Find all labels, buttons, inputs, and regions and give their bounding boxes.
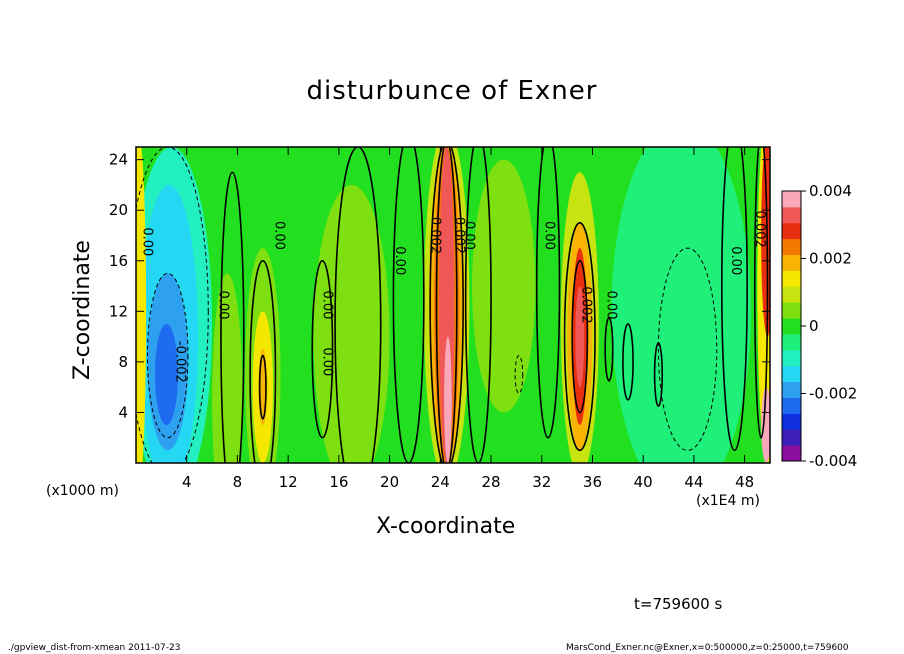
time-label: t=759600 s bbox=[634, 595, 723, 613]
value-region bbox=[472, 159, 536, 413]
colorbar-segment bbox=[782, 429, 801, 446]
x-tick-label: 24 bbox=[431, 473, 450, 491]
contour-line bbox=[535, 147, 561, 439]
y-tick-label: 24 bbox=[109, 151, 128, 169]
colorbar-tick-label: 0.002 bbox=[809, 250, 852, 268]
x-tick-label: 48 bbox=[735, 473, 754, 491]
contour-label: 0.002 bbox=[752, 211, 767, 248]
negative-contour-line bbox=[657, 247, 718, 451]
colorbar-tick-label: 0.004 bbox=[809, 182, 852, 200]
contour-line bbox=[753, 147, 769, 439]
value-region bbox=[444, 336, 452, 463]
contour-line bbox=[622, 323, 634, 401]
colorbar-segment bbox=[782, 365, 801, 383]
y-tick-label: 4 bbox=[118, 403, 128, 421]
contour-line bbox=[334, 147, 382, 463]
contour-label: 0.002 bbox=[427, 217, 442, 254]
colorbar: 0.004 0.002 0 -0.002 -0.004 bbox=[781, 182, 857, 470]
negative-contour-line bbox=[146, 272, 189, 439]
contour-label: 0.00 bbox=[140, 227, 155, 256]
chart-title: disturbunce of Exner bbox=[306, 76, 598, 106]
contour-label: 0.00 bbox=[392, 246, 407, 275]
x-tick-label: 16 bbox=[329, 473, 348, 491]
contour-line bbox=[258, 354, 267, 420]
contour-label: 0.00 bbox=[271, 221, 286, 250]
contour-line bbox=[571, 259, 589, 414]
colorbar-segment bbox=[782, 206, 801, 224]
y-tick-label: 12 bbox=[109, 302, 128, 320]
contour-line bbox=[220, 171, 245, 463]
negative-contour-line bbox=[514, 355, 524, 394]
contour-label: 0.002 bbox=[452, 217, 467, 254]
contour-label: 0.00 bbox=[320, 347, 335, 376]
x-unit-label: (x1000 m) bbox=[46, 483, 119, 499]
x-tick-label: 4 bbox=[182, 473, 192, 491]
contour-line bbox=[311, 259, 334, 439]
colorbar-segment bbox=[782, 333, 801, 351]
colorbar-segment bbox=[782, 222, 801, 240]
colorbar-segment bbox=[782, 254, 801, 271]
value-region bbox=[575, 286, 585, 388]
x-tick-label: 36 bbox=[583, 473, 602, 491]
contour-line bbox=[721, 147, 748, 452]
contour-line bbox=[392, 147, 425, 463]
value-region bbox=[313, 184, 390, 463]
contour-line bbox=[429, 147, 464, 463]
value-region bbox=[666, 248, 722, 451]
colorbar-segment bbox=[782, 397, 801, 414]
contour-line bbox=[563, 222, 596, 452]
x-tick-label: 40 bbox=[634, 473, 653, 491]
y-tick-label: 20 bbox=[109, 201, 128, 219]
footer-data-source: MarsCond_Exner.nc@Exner,x=0:500000,z=0:2… bbox=[566, 643, 849, 653]
colorbar-segment bbox=[782, 191, 801, 208]
contour-label: 0.00 bbox=[728, 246, 743, 275]
x-tick-label: 8 bbox=[233, 473, 243, 491]
contour-label: 0.00 bbox=[604, 291, 619, 320]
colorbar-segment bbox=[782, 381, 801, 398]
colorbar-segment bbox=[782, 238, 801, 256]
x-tick-label: 28 bbox=[481, 473, 500, 491]
contour-line bbox=[435, 147, 458, 463]
colorbar-segment bbox=[782, 349, 801, 367]
colorbar-segment bbox=[782, 413, 801, 430]
y-tick-label: 16 bbox=[109, 252, 128, 270]
x-tick-label: 44 bbox=[684, 473, 703, 491]
value-region bbox=[212, 273, 243, 463]
x-tick-label: 12 bbox=[279, 473, 298, 491]
value-region bbox=[155, 323, 178, 426]
footer-script-name: ./gpview_dist-from-xmean 2011-07-23 bbox=[8, 643, 181, 653]
plot-frame bbox=[135, 146, 771, 464]
colorbar-segment bbox=[782, 286, 801, 303]
contour-label: 0.002 bbox=[578, 286, 593, 323]
contour-label: -0.002 bbox=[173, 341, 188, 383]
contour-line bbox=[604, 316, 614, 382]
colorbar-tick-label: -0.004 bbox=[809, 452, 857, 470]
colorbar-segment bbox=[782, 445, 801, 462]
colorbar-segment bbox=[782, 270, 801, 287]
colorbar-tick-label: -0.002 bbox=[809, 385, 857, 403]
colorbar-segment bbox=[782, 318, 801, 335]
contour-label: 0.00 bbox=[320, 291, 335, 320]
value-region bbox=[761, 387, 770, 463]
x-unit-label-secondary: (x1E4 m) bbox=[696, 493, 760, 509]
contour-line bbox=[464, 147, 492, 463]
x-tick-label: 20 bbox=[380, 473, 399, 491]
contour-label: 0.00 bbox=[542, 221, 557, 250]
x-tick-label: 32 bbox=[532, 473, 551, 491]
contour-label: 0.00 bbox=[462, 221, 477, 250]
contour-line bbox=[249, 259, 277, 463]
colorbar-segment bbox=[782, 302, 801, 319]
x-axis-label: X-coordinate bbox=[376, 514, 516, 539]
value-region bbox=[136, 147, 147, 463]
negative-contour-line bbox=[136, 147, 209, 463]
contour-label: 0.00 bbox=[216, 291, 231, 320]
y-tick-label: 8 bbox=[118, 353, 128, 371]
colorbar-tick-label: 0 bbox=[809, 317, 819, 335]
